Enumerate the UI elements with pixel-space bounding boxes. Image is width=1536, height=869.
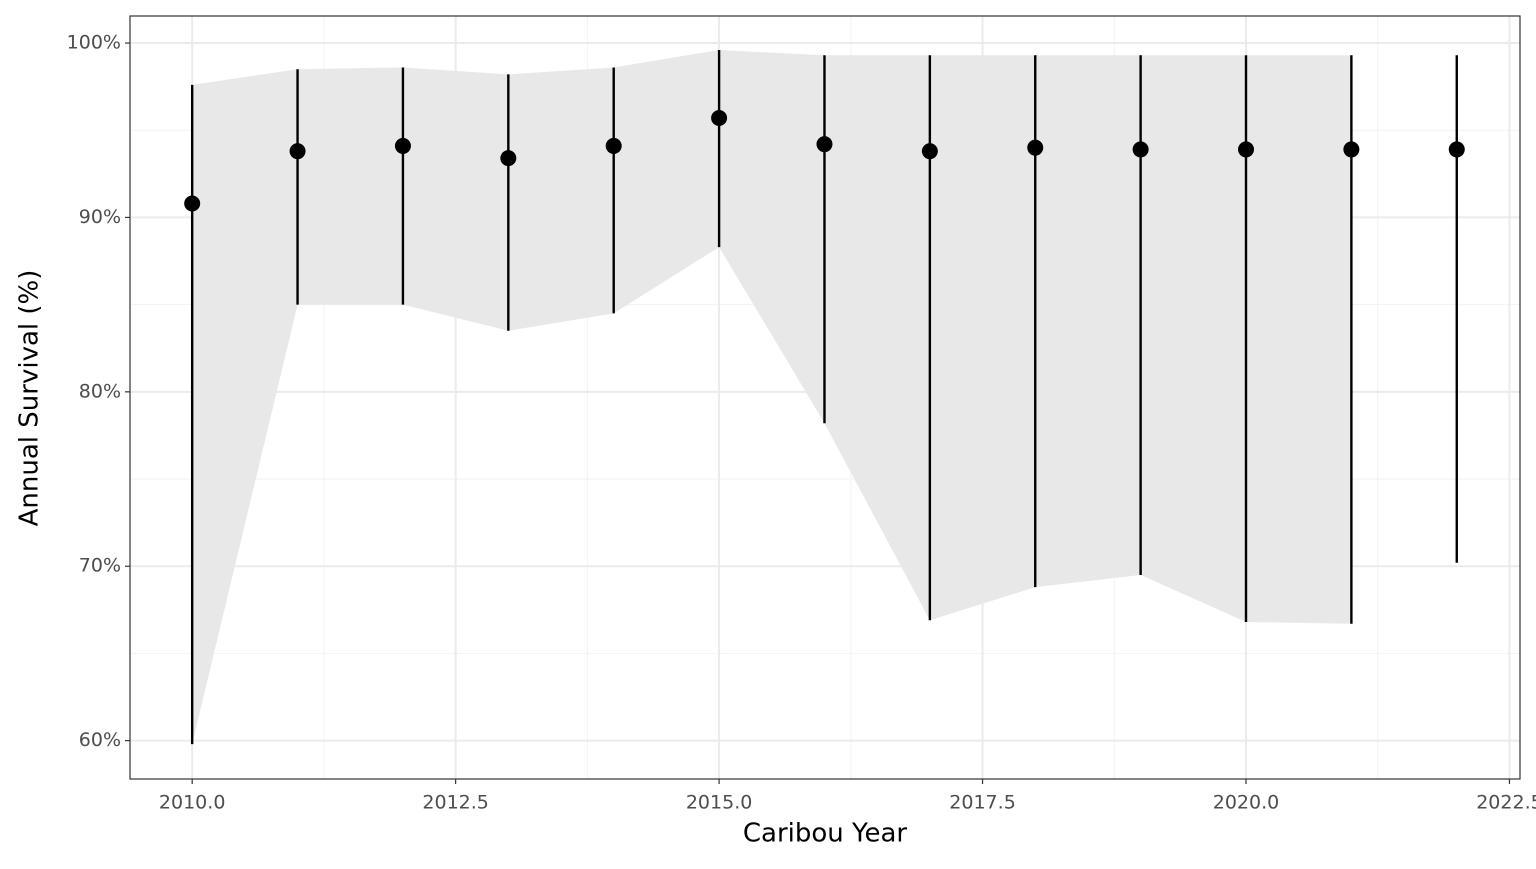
point — [921, 143, 938, 160]
x-tick-label: 2020.0 — [1213, 792, 1279, 814]
y-tick-label: 90% — [79, 206, 121, 228]
x-tick-label: 2010.0 — [159, 792, 225, 814]
y-tick-label: 60% — [79, 729, 121, 751]
point — [711, 110, 728, 127]
point — [394, 137, 411, 154]
x-tick-label: 2015.0 — [686, 792, 752, 814]
ribbon — [192, 50, 1352, 745]
point — [1238, 141, 1255, 158]
point — [500, 150, 517, 167]
point — [605, 137, 622, 154]
y-tick-label: 100% — [67, 32, 121, 54]
point — [289, 143, 306, 160]
point — [1132, 141, 1149, 158]
y-tick-label: 80% — [79, 380, 121, 402]
x-tick-label: 2017.5 — [949, 792, 1015, 814]
point — [1448, 141, 1465, 158]
x-tick-label: 2022.5 — [1476, 792, 1536, 814]
y-axis-title: Annual Survival (%) — [15, 270, 45, 527]
point — [1027, 139, 1044, 156]
x-axis-title: Caribou Year — [743, 819, 908, 849]
x-tick-label: 2012.5 — [422, 792, 488, 814]
point — [816, 136, 833, 153]
point — [184, 195, 201, 212]
point — [1343, 141, 1360, 158]
y-tick-label: 70% — [79, 555, 121, 577]
plot-border — [129, 15, 1521, 780]
